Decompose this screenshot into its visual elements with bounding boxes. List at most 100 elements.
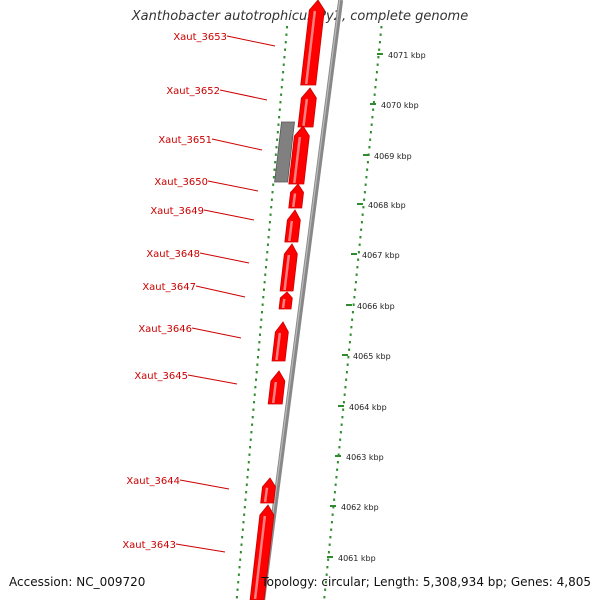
track-dot xyxy=(272,176,275,179)
track-dot xyxy=(282,71,285,74)
track-dot xyxy=(330,521,333,524)
track-dot xyxy=(255,371,258,374)
scale-tick-label: 4061 kbp xyxy=(338,554,376,563)
track-dot xyxy=(264,266,267,269)
track-dot xyxy=(323,596,326,599)
label-leader-line xyxy=(195,285,246,298)
track-dot xyxy=(261,303,264,306)
gene-arrow[interactable] xyxy=(288,125,310,185)
gene-arrow[interactable] xyxy=(284,209,301,243)
track-dot xyxy=(363,198,366,201)
gene-arrow[interactable] xyxy=(278,291,293,310)
gene-label[interactable]: Xaut_3653 xyxy=(173,32,227,43)
gene-arrow[interactable] xyxy=(288,183,304,209)
scale-tick-label: 4065 kbp xyxy=(353,352,391,361)
gene-labels: Xaut_3653 Xaut_3652 Xaut_3651 Xaut_3650 Xaut… xyxy=(122,32,227,551)
track-dot xyxy=(283,56,286,59)
gene-highlight xyxy=(288,220,294,242)
track-dot xyxy=(338,446,341,449)
track-dot xyxy=(377,56,380,59)
gene-label[interactable]: Xaut_3645 xyxy=(134,371,188,382)
gene-label[interactable]: Xaut_3652 xyxy=(166,86,220,97)
track-dot xyxy=(371,116,374,119)
track-dot xyxy=(353,296,356,299)
track-dot xyxy=(328,543,331,546)
track-dot xyxy=(251,416,254,419)
label-leader-line xyxy=(179,479,230,490)
gene-label[interactable]: Xaut_3649 xyxy=(150,206,204,217)
track-dot xyxy=(329,536,332,539)
gene-highlight xyxy=(283,254,291,291)
track-dot xyxy=(250,431,253,434)
track-dot xyxy=(370,123,373,126)
gene-label[interactable]: Xaut_3644 xyxy=(126,476,180,487)
track-dot xyxy=(369,138,372,141)
track-dot xyxy=(336,468,339,471)
track-dot xyxy=(349,333,352,336)
gene-label[interactable]: Xaut_3650 xyxy=(154,177,208,188)
track-dot xyxy=(235,596,238,599)
gene-highlight xyxy=(292,193,297,208)
track-dot xyxy=(359,236,362,239)
gene-arrow[interactable] xyxy=(297,87,317,128)
track-dot xyxy=(274,161,277,164)
label-leader-line xyxy=(219,89,268,101)
gene-label[interactable]: Xaut_3647 xyxy=(142,282,196,293)
gene-label[interactable]: Xaut_3651 xyxy=(158,135,212,146)
track-dot xyxy=(333,491,336,494)
gene-arrow[interactable] xyxy=(271,321,289,362)
track-dot xyxy=(278,116,281,119)
gene-arrow[interactable] xyxy=(300,0,325,86)
track-dot xyxy=(362,206,365,209)
scale-tick-label: 4068 kbp xyxy=(368,201,406,210)
track-dot xyxy=(246,476,249,479)
pseudogene-shape[interactable] xyxy=(274,121,295,183)
track-dot xyxy=(260,311,263,314)
track-dot xyxy=(324,581,327,584)
track-dot xyxy=(267,236,270,239)
track-dot xyxy=(277,123,280,126)
gene-arrow[interactable] xyxy=(267,370,286,405)
inner-dotted-track xyxy=(235,26,289,599)
track-dot xyxy=(243,513,246,516)
track-dot xyxy=(379,33,382,36)
scale-tick-label: 4064 kbp xyxy=(349,403,387,412)
track-dot xyxy=(334,483,337,486)
track-dot xyxy=(351,318,354,321)
gene-label[interactable]: Xaut_3643 xyxy=(122,540,176,551)
track-dot xyxy=(238,566,241,569)
gene-label[interactable]: Xaut_3648 xyxy=(146,249,200,260)
track-dot xyxy=(363,191,366,194)
track-dot xyxy=(276,138,279,141)
gene-track[interactable] xyxy=(249,0,325,600)
track-dot xyxy=(352,303,355,306)
scale-tick-label: 4071 kbp xyxy=(388,51,426,60)
track-dot xyxy=(344,386,347,389)
label-leader-line xyxy=(187,374,238,385)
track-dot xyxy=(278,108,281,111)
track-dot xyxy=(341,416,344,419)
track-dot xyxy=(331,513,334,516)
gene-highlight xyxy=(293,136,302,184)
track-dot xyxy=(351,311,354,314)
track-dot xyxy=(378,48,381,51)
label-leader-line xyxy=(207,180,259,192)
gene-highlight xyxy=(253,515,267,600)
track-dot xyxy=(262,288,265,291)
gene-label[interactable]: Xaut_3646 xyxy=(138,324,192,335)
gene-highlight xyxy=(304,10,317,85)
track-dot xyxy=(251,423,254,426)
track-dot xyxy=(272,183,275,186)
track-dot xyxy=(266,243,269,246)
track-dot xyxy=(253,401,256,404)
track-dot xyxy=(345,371,348,374)
track-dot xyxy=(279,101,282,104)
track-dot xyxy=(239,551,242,554)
track-dot xyxy=(333,498,336,501)
gene-arrow[interactable] xyxy=(249,504,275,600)
track-dot xyxy=(374,86,377,89)
track-dot xyxy=(285,33,288,36)
track-dot xyxy=(254,386,257,389)
gene-arrow[interactable] xyxy=(260,477,276,504)
gene-arrow[interactable] xyxy=(279,243,298,292)
